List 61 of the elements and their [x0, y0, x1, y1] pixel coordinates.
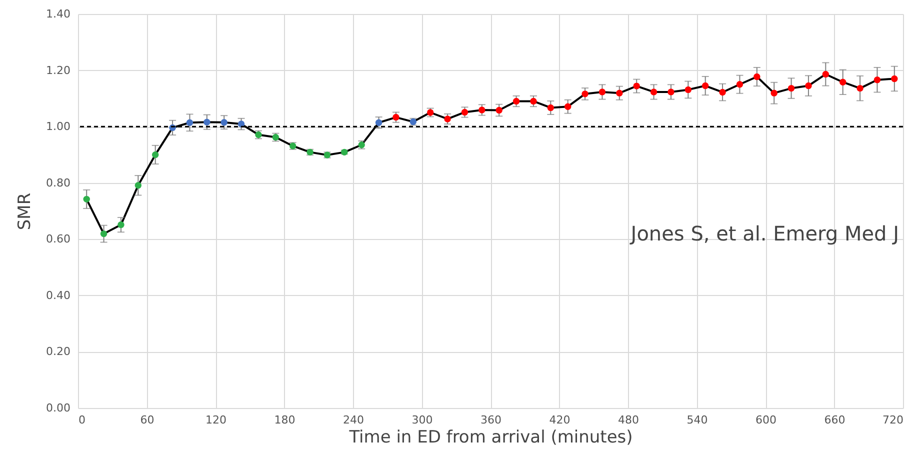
point — [444, 116, 451, 122]
point — [478, 106, 486, 114]
point — [788, 84, 795, 92]
x-tick-label: 300 — [412, 414, 433, 426]
point — [650, 88, 658, 96]
x-tick-label: 180 — [274, 414, 296, 426]
point — [204, 118, 210, 126]
x-tick-label: 420 — [549, 414, 570, 426]
x-tick-label: 660 — [824, 414, 846, 426]
point — [100, 230, 108, 238]
point — [874, 76, 881, 84]
point — [186, 119, 194, 126]
point — [582, 90, 588, 98]
x-tick-label: 480 — [618, 414, 639, 426]
point — [118, 221, 124, 228]
point — [83, 196, 90, 203]
point — [547, 104, 554, 112]
point — [375, 119, 382, 126]
y-tick-label: 0.40 — [46, 288, 70, 302]
point — [616, 90, 623, 96]
point — [564, 103, 572, 110]
x-tick-label: 540 — [686, 414, 708, 426]
point — [392, 114, 400, 121]
point — [530, 98, 537, 105]
point — [134, 182, 142, 189]
x-tick-label: 60 — [140, 414, 154, 426]
y-tick-label: 1.40 — [46, 8, 70, 20]
x-tick-label: 120 — [206, 414, 226, 426]
point — [770, 90, 778, 96]
point — [736, 81, 744, 88]
point — [719, 88, 726, 96]
x-tick-label: 720 — [882, 414, 904, 426]
point — [684, 86, 692, 94]
point — [461, 108, 468, 116]
point — [822, 70, 830, 78]
point — [702, 82, 709, 90]
y-axis-title: SMR — [15, 192, 36, 230]
point — [839, 78, 846, 86]
point — [856, 84, 864, 92]
x-tick-label: 360 — [480, 414, 502, 426]
point — [891, 75, 898, 82]
point — [598, 88, 606, 96]
x-tick-label: 240 — [343, 414, 364, 426]
y-tick-label: 1.20 — [46, 64, 70, 77]
annotation: Jones S, et al. Emerg Med J — [628, 222, 899, 246]
y-tick-label: 0.60 — [46, 232, 70, 246]
x-tick-label: 0 — [78, 414, 86, 426]
y-tick-label: 0.20 — [46, 345, 70, 358]
x-tick-label: 600 — [756, 414, 776, 426]
point — [633, 82, 640, 90]
y-tick-label: 0.80 — [46, 176, 70, 190]
point — [754, 73, 760, 80]
x-axis-title: Time in ED from arrival (minutes) — [348, 428, 633, 448]
point — [805, 82, 812, 90]
y-tick-label: 0.00 — [46, 402, 70, 414]
point — [668, 88, 674, 96]
point — [496, 106, 502, 114]
point — [512, 98, 520, 105]
point — [152, 151, 159, 158]
y-tick-label: 1.00 — [46, 120, 70, 134]
point — [220, 119, 228, 126]
